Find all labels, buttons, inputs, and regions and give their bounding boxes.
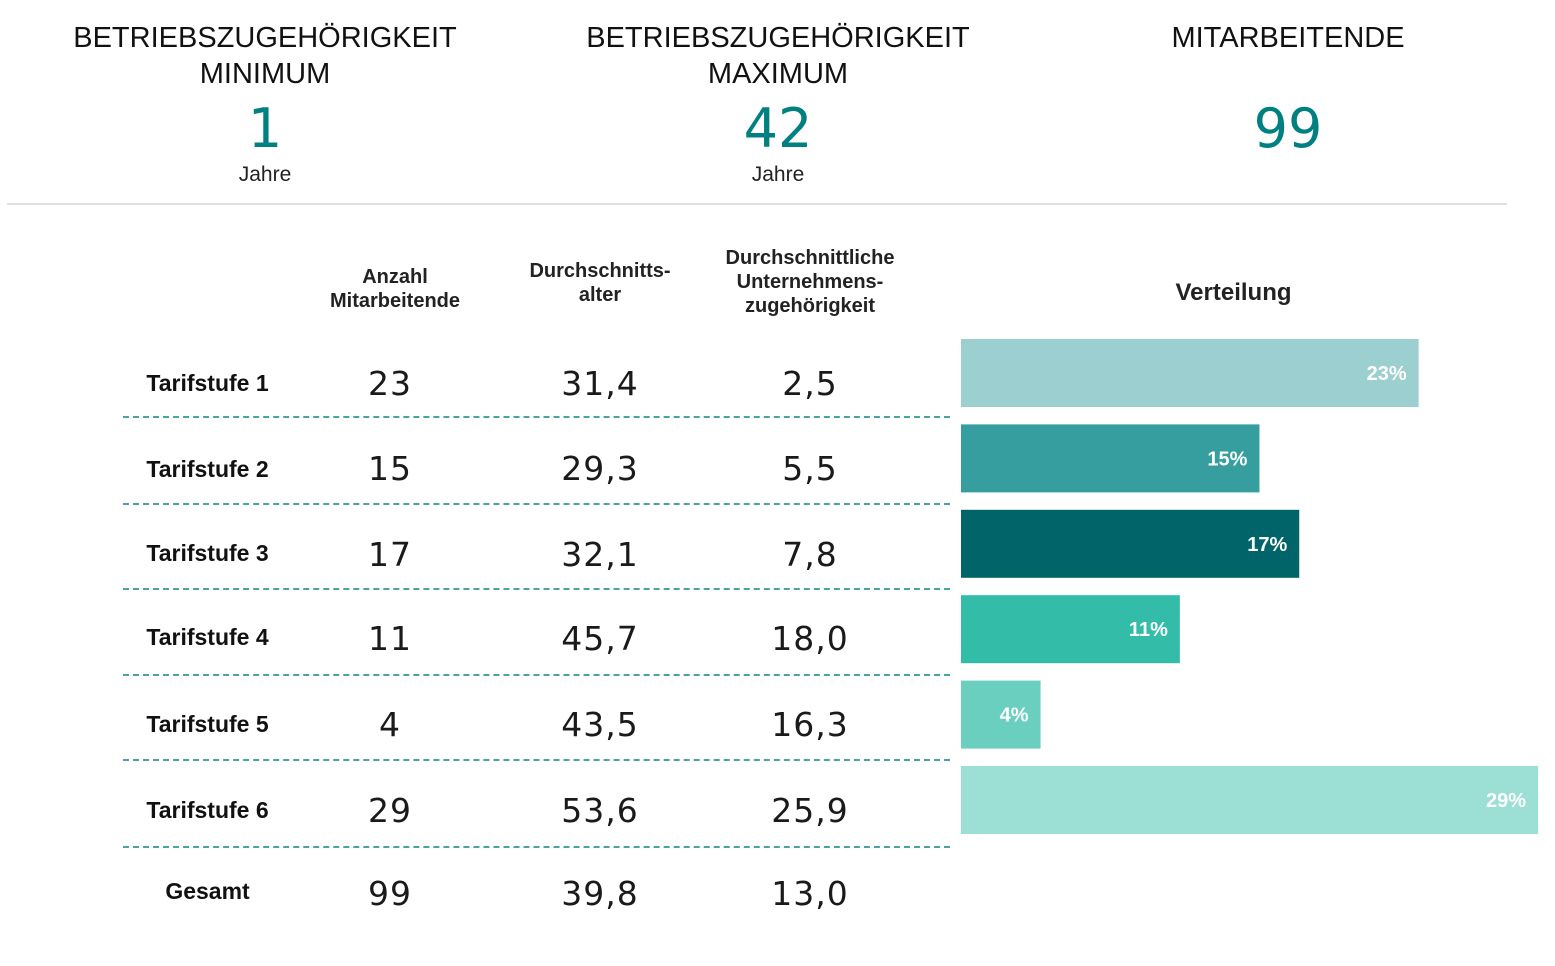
cell-tenure: 5,5 <box>782 449 838 488</box>
cell-tenure: 2,5 <box>782 364 838 403</box>
row-separator <box>123 416 950 418</box>
chart-title: Verteilung <box>1175 279 1292 306</box>
bar-2 <box>961 424 1260 493</box>
cell-tenure: 18,0 <box>771 619 849 658</box>
cell-age: 45,7 <box>561 619 639 658</box>
kpi-tenure-maximum: BETRIEBSZUGEHÖRIGKEIT MAXIMUM 42 Jahre <box>553 20 1003 188</box>
kpi-title: BETRIEBSZUGEHÖRIGKEIT MAXIMUM <box>586 22 970 90</box>
kpi-value: 42 <box>743 97 813 160</box>
cell-count: 15 <box>368 449 412 488</box>
kpi-unit: Jahre <box>238 163 292 186</box>
bar-value-label: 4% <box>1000 705 1029 727</box>
row-separator <box>123 759 950 761</box>
column-header-tenure: Durchschnittliche Unternehmens- zugehöri… <box>725 247 895 317</box>
bar-value-label: 11% <box>1129 619 1168 641</box>
kpi-unit: Jahre <box>751 163 805 186</box>
cell-count: 17 <box>368 535 412 574</box>
kpi-tenure-minimum: BETRIEBSZUGEHÖRIGKEIT MINIMUM 1 Jahre <box>40 20 490 188</box>
total-age: 39,8 <box>561 874 639 913</box>
header-divider <box>7 203 1507 205</box>
kpi-value: 1 <box>247 97 283 160</box>
bar-value-label: 23% <box>1367 363 1407 385</box>
bar-5 <box>961 680 1041 749</box>
cell-age: 53,6 <box>561 791 639 830</box>
row-separator <box>123 588 950 590</box>
total-row-label: Gesamt <box>165 878 250 904</box>
row-label: Tarifstufe 3 <box>146 540 269 566</box>
cell-count: 11 <box>368 619 412 658</box>
bar-6 <box>961 766 1538 834</box>
bar-4 <box>961 595 1180 664</box>
row-label: Tarifstufe 2 <box>146 456 269 482</box>
bar-3 <box>961 509 1300 578</box>
column-header-count: Anzahl Mitarbeitende <box>329 266 461 312</box>
row-separator <box>123 674 950 676</box>
column-header-age: Durchschnitts- alter <box>529 260 671 306</box>
total-tenure: 13,0 <box>771 874 849 913</box>
bar-1 <box>961 339 1419 407</box>
kpi-title: BETRIEBSZUGEHÖRIGKEIT MINIMUM <box>73 22 457 90</box>
cell-age: 32,1 <box>561 535 639 574</box>
row-label: Tarifstufe 6 <box>146 797 269 823</box>
kpi-employees: MITARBEITENDE 99 <box>1063 20 1513 158</box>
row-separator <box>123 503 950 505</box>
cell-age: 43,5 <box>561 705 639 744</box>
cell-age: 31,4 <box>561 364 639 403</box>
cell-tenure: 16,3 <box>771 705 849 744</box>
cell-count: 4 <box>379 705 401 744</box>
total-count: 99 <box>368 874 412 913</box>
bar-value-label: 17% <box>1247 534 1287 556</box>
cell-count: 23 <box>368 364 412 403</box>
cell-count: 29 <box>368 791 412 830</box>
row-separator <box>123 846 950 848</box>
cell-tenure: 25,9 <box>771 791 849 830</box>
cell-age: 29,3 <box>561 449 639 488</box>
row-label: Tarifstufe 4 <box>146 624 269 650</box>
kpi-value: 99 <box>1253 97 1323 160</box>
bar-value-label: 29% <box>1486 790 1526 812</box>
row-label: Tarifstufe 1 <box>146 370 269 396</box>
kpi-title: MITARBEITENDE <box>1171 22 1405 54</box>
bar-value-label: 15% <box>1207 448 1247 470</box>
cell-tenure: 7,8 <box>782 535 838 574</box>
row-label: Tarifstufe 5 <box>146 711 269 737</box>
